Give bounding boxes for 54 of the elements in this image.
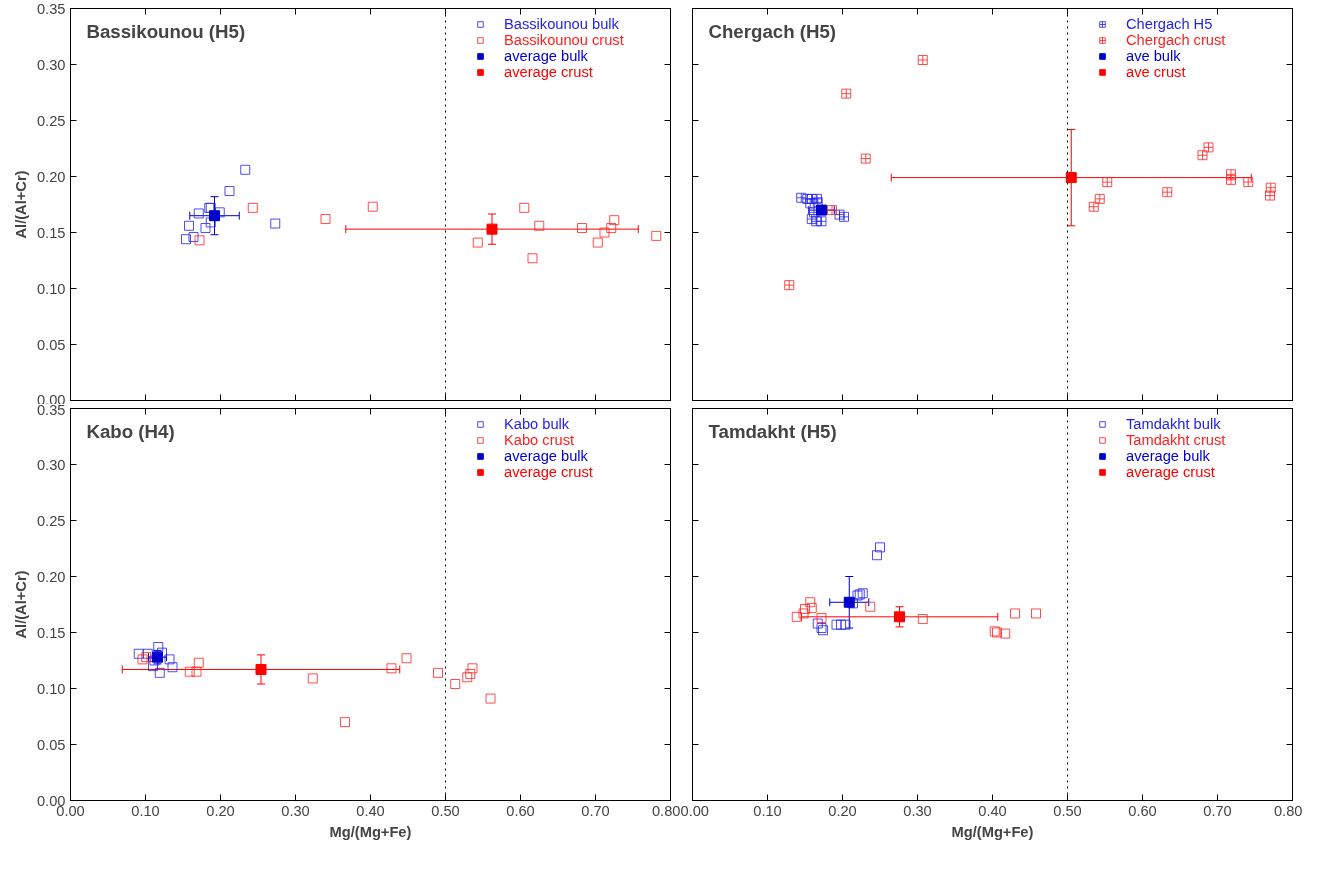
text: Bassikounou (H5) bbox=[86, 20, 246, 42]
x-axis-title: Mg/(Mg+Fe) bbox=[951, 823, 1034, 840]
y-tick-label: 0.25 bbox=[36, 512, 66, 529]
legend-label: average crust bbox=[1126, 464, 1215, 480]
text: Tamdakht (H5) bbox=[708, 420, 837, 442]
legend-label: Bassikounou crust bbox=[504, 32, 624, 48]
legend-label: Kabo bulk bbox=[504, 416, 570, 432]
x-tick-label: 0.50 bbox=[431, 802, 460, 819]
y-tick-label: 0.25 bbox=[36, 112, 66, 129]
x-tick-label: 0.80 bbox=[1273, 802, 1303, 819]
x-tick-label: 0.70 bbox=[1203, 802, 1232, 819]
x-tick-label: 0.00 bbox=[680, 802, 710, 819]
y-tick-label: 0.20 bbox=[36, 568, 66, 585]
text: Kabo (H4) bbox=[86, 420, 175, 442]
legend-label: Bassikounou bulk bbox=[504, 16, 619, 32]
y-tick-label: 0.15 bbox=[36, 624, 66, 641]
legend-label: Tamdakht crust bbox=[1126, 432, 1226, 448]
y-axis-title: Al/(Al+Cr) bbox=[12, 570, 29, 639]
x-tick-label: 0.40 bbox=[978, 802, 1007, 819]
y-tick-label: 0.05 bbox=[36, 736, 66, 753]
legend-label: ave bulk bbox=[1126, 48, 1181, 64]
legend-label: Tamdakht bulk bbox=[1126, 416, 1221, 432]
legend-label: ave crust bbox=[1126, 64, 1186, 80]
y-tick-label: 0.10 bbox=[36, 280, 66, 297]
text: Chergach (H5) bbox=[708, 20, 837, 42]
x-axis-title: Mg/(Mg+Fe) bbox=[329, 823, 412, 840]
x-tick-label: 0.20 bbox=[206, 802, 235, 819]
x-tick-label: 0.10 bbox=[753, 802, 782, 819]
y-tick-label: 0.35 bbox=[36, 0, 66, 17]
legend-label: average crust bbox=[504, 464, 593, 480]
x-tick-label: 0.60 bbox=[506, 802, 535, 819]
y-tick-label: 0.30 bbox=[36, 456, 66, 473]
y-axis-title: Al/(Al+Cr) bbox=[12, 170, 29, 239]
x-tick-label: 0.70 bbox=[581, 802, 610, 819]
y-tick-label: 0.20 bbox=[36, 168, 66, 185]
legend-label: average bulk bbox=[504, 448, 588, 464]
x-tick-label: 0.30 bbox=[281, 802, 310, 819]
x-tick-label: 0.10 bbox=[131, 802, 160, 819]
x-tick-label: 0.30 bbox=[903, 802, 932, 819]
x-tick-label: 0.40 bbox=[356, 802, 385, 819]
legend-label: average crust bbox=[504, 64, 593, 80]
legend-label: Kabo crust bbox=[504, 432, 575, 448]
y-tick-label: 0.05 bbox=[36, 336, 66, 353]
x-tick-label: 0.50 bbox=[1053, 802, 1082, 819]
x-tick-label: 0.60 bbox=[1128, 802, 1157, 819]
x-tick-label: 0.20 bbox=[828, 802, 857, 819]
x-tick-label: 0.80 bbox=[651, 802, 681, 819]
legend-label: Chergach H5 bbox=[1126, 16, 1213, 32]
legend-label: Chergach crust bbox=[1126, 32, 1226, 48]
y-tick-label: 0.15 bbox=[36, 224, 66, 241]
legend-label: average bulk bbox=[1126, 448, 1210, 464]
legend-label: average bulk bbox=[504, 48, 588, 64]
y-tick-label: 0.10 bbox=[36, 680, 66, 697]
y-tick-label: 0.30 bbox=[36, 56, 66, 73]
